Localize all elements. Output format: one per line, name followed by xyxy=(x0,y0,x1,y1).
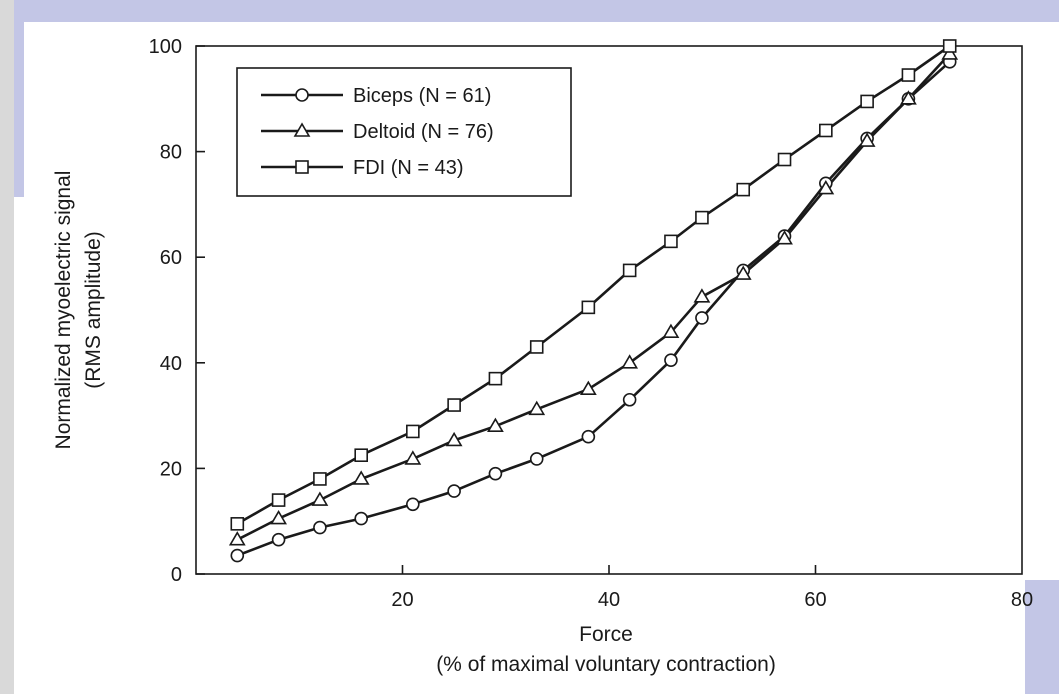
data-point-circle xyxy=(230,548,245,563)
data-point-square xyxy=(271,493,286,507)
data-point-square xyxy=(488,371,503,386)
legend-label: FDI (N = 43) xyxy=(353,157,464,179)
y-tick-label: 100 xyxy=(149,36,182,58)
data-point-square xyxy=(581,300,596,315)
data-point-square xyxy=(529,340,544,354)
x-axis-subtitle: (% of maximal voluntary contraction) xyxy=(436,653,776,676)
data-point-circle xyxy=(447,484,461,498)
y-tick-label: 0 xyxy=(171,564,182,586)
data-point-square xyxy=(622,263,637,278)
data-point-square xyxy=(777,152,792,167)
data-point-triangle xyxy=(817,179,835,195)
y-tick-label: 40 xyxy=(160,353,182,375)
series-line-circle xyxy=(236,60,951,557)
data-point-square xyxy=(354,448,369,463)
data-point-triangle xyxy=(293,122,311,137)
data-point-triangle xyxy=(528,400,546,416)
data-point-square xyxy=(664,234,678,249)
data-point-circle xyxy=(313,520,327,535)
data-point-triangle xyxy=(662,323,680,338)
data-point-triangle xyxy=(734,265,752,280)
data-point-triangle xyxy=(900,90,917,105)
slide-right-band xyxy=(1025,580,1059,694)
data-point-square xyxy=(736,182,751,197)
x-tick-label: 60 xyxy=(804,589,826,611)
series-line-square xyxy=(236,44,951,525)
data-point-triangle xyxy=(776,230,793,245)
data-point-triangle xyxy=(404,450,422,465)
data-point-triangle xyxy=(693,288,711,303)
data-point-triangle xyxy=(228,531,246,546)
data-point-square xyxy=(695,210,709,225)
y-tick-label: 20 xyxy=(160,458,182,480)
data-point-circle xyxy=(581,429,596,444)
data-point-circle xyxy=(529,452,544,466)
data-point-square xyxy=(901,68,916,82)
data-point-circle xyxy=(271,532,286,547)
data-point-circle xyxy=(295,88,309,102)
data-point-triangle xyxy=(621,354,639,369)
data-point-square xyxy=(942,39,957,53)
data-point-square xyxy=(295,160,309,174)
x-tick-label: 40 xyxy=(598,589,620,611)
legend-label: Biceps (N = 61) xyxy=(353,85,491,107)
x-tick-label: 20 xyxy=(391,589,413,611)
data-point-triangle xyxy=(311,491,329,506)
y-axis-subtitle: (RMS amplitude) xyxy=(82,231,105,389)
data-point-circle xyxy=(664,353,678,367)
y-tick-label: 60 xyxy=(160,247,182,269)
slide-top-band xyxy=(0,0,1059,22)
data-point-circle xyxy=(622,392,637,407)
data-point-triangle xyxy=(270,509,287,525)
data-point-circle xyxy=(354,511,369,526)
data-point-triangle xyxy=(352,470,370,485)
data-point-square xyxy=(313,472,327,486)
data-point-triangle xyxy=(445,431,463,447)
data-point-square xyxy=(819,123,833,138)
slide-left-band xyxy=(0,0,14,694)
data-point-triangle xyxy=(487,417,504,432)
data-point-square xyxy=(406,424,420,439)
data-point-square xyxy=(230,517,245,531)
data-point-circle xyxy=(488,466,503,481)
y-axis-title: Normalized myoelectric signal xyxy=(52,171,75,450)
x-axis-title: Force xyxy=(579,623,633,646)
data-point-square xyxy=(447,398,461,412)
data-point-circle xyxy=(695,311,709,325)
y-tick-label: 80 xyxy=(160,142,182,164)
legend-label: Deltoid (N = 76) xyxy=(353,121,494,143)
data-point-square xyxy=(860,94,874,109)
data-point-triangle xyxy=(941,45,959,60)
data-point-triangle xyxy=(858,132,876,147)
data-point-triangle xyxy=(579,380,597,396)
x-tick-label: 80 xyxy=(1011,589,1033,611)
slide-left-band-upper xyxy=(14,22,24,197)
data-point-circle xyxy=(406,497,420,512)
